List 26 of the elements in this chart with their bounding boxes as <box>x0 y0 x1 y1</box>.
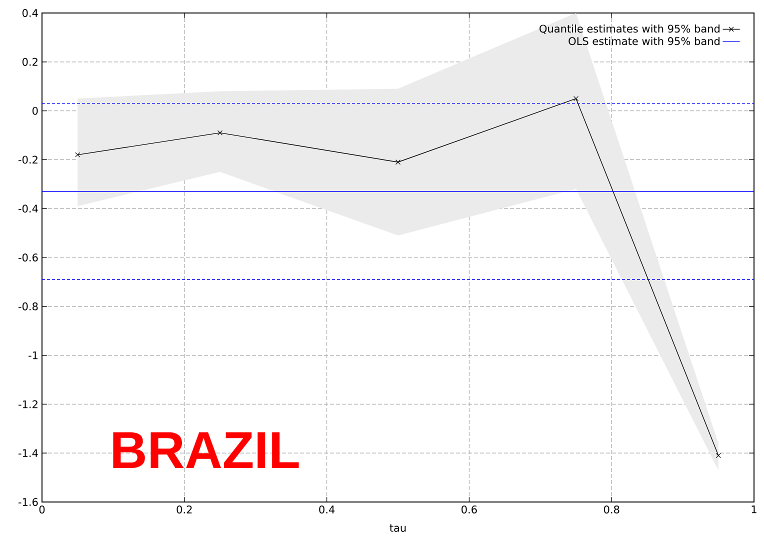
point <box>217 130 223 136</box>
y-tick-label: 0 <box>32 106 38 115</box>
x-tick-label: 0 <box>39 506 45 514</box>
y-tick-label: -0.2 <box>18 156 38 164</box>
y-tick-label: -0.4 <box>18 204 38 213</box>
x-tick-label: 0.6 <box>462 506 477 514</box>
x-tick-label: 1 <box>752 506 756 514</box>
y-tick-label: -1.2 <box>18 400 38 408</box>
point <box>75 152 80 158</box>
annotation: BRAZIL <box>113 432 299 468</box>
y-tick-label: -1.4 <box>18 449 38 457</box>
legend-label: Quantile estimates with 95% band <box>540 24 720 34</box>
y-tick-label: -0.8 <box>18 302 38 310</box>
point <box>573 96 579 102</box>
point <box>716 452 721 458</box>
y-tick-label: -0.6 <box>18 254 38 262</box>
x-axis-title: tau <box>390 524 406 532</box>
y-tick-label: -1.6 <box>18 498 38 506</box>
x-tick-label: 0.2 <box>176 506 192 514</box>
x-tick-label: 0.4 <box>319 506 335 514</box>
y-tick-label: 0.4 <box>22 9 38 17</box>
y-tick-label: -1 <box>28 351 38 360</box>
x-tick-label: 0.8 <box>604 506 620 514</box>
legend-label: OLS estimate with 95% band <box>568 36 720 46</box>
y-tick-label: 0.2 <box>22 58 38 66</box>
point <box>395 160 401 165</box>
